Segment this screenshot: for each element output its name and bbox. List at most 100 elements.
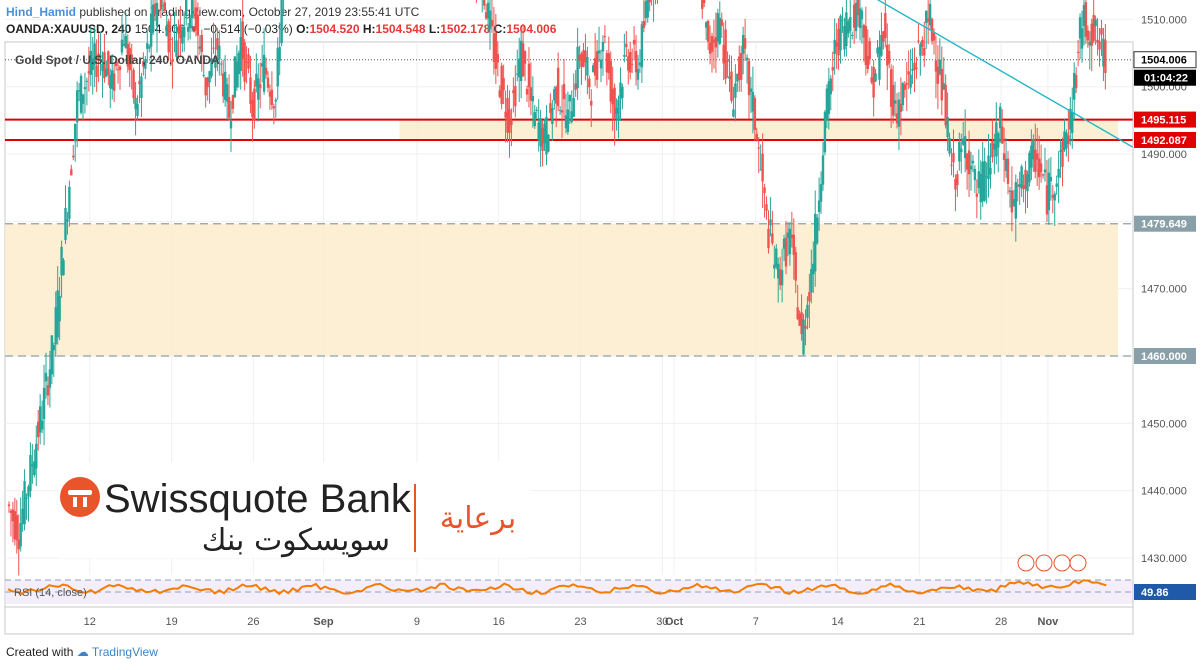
candle-body[interactable] — [1037, 158, 1041, 178]
candle-body[interactable] — [745, 57, 749, 61]
candle-body[interactable] — [757, 147, 760, 149]
candle-body[interactable] — [260, 63, 264, 67]
candle-body[interactable] — [586, 56, 589, 76]
candle-body[interactable] — [930, 18, 934, 42]
candle-body[interactable] — [35, 443, 38, 469]
candle-body[interactable] — [1018, 184, 1021, 188]
candle-body[interactable] — [917, 40, 920, 42]
candle-body[interactable] — [74, 123, 77, 142]
candle-body[interactable] — [83, 87, 87, 90]
candle-body[interactable] — [276, 48, 279, 87]
candle-body[interactable] — [870, 77, 873, 83]
candle-body[interactable] — [856, 0, 860, 16]
candle-body[interactable] — [819, 184, 823, 202]
candle-body[interactable] — [710, 35, 714, 52]
candle-body[interactable] — [913, 62, 916, 70]
candle-body[interactable] — [558, 110, 562, 112]
candle-body[interactable] — [911, 68, 914, 71]
candle-body[interactable] — [504, 111, 507, 118]
candle-body[interactable] — [210, 58, 213, 77]
candle-body[interactable] — [75, 90, 79, 123]
candle-body[interactable] — [44, 372, 48, 382]
candle-body[interactable] — [630, 63, 634, 65]
candle-body[interactable] — [747, 61, 751, 96]
candle-body[interactable] — [498, 90, 501, 97]
candle-body[interactable] — [264, 67, 268, 75]
candle-body[interactable] — [56, 290, 59, 338]
candle-body[interactable] — [716, 13, 720, 42]
candle-body[interactable] — [167, 21, 170, 53]
candle-body[interactable] — [488, 10, 492, 30]
candle-body[interactable] — [615, 108, 618, 114]
candle-body[interactable] — [860, 10, 864, 20]
candle-body[interactable] — [977, 171, 980, 188]
candle-body[interactable] — [761, 153, 764, 182]
candle-body[interactable] — [808, 291, 811, 302]
candle-body[interactable] — [151, 4, 155, 33]
candle-body[interactable] — [66, 219, 69, 222]
candle-body[interactable] — [239, 36, 242, 71]
candle-body[interactable] — [138, 80, 141, 85]
candle-body[interactable] — [973, 168, 977, 181]
candle-body[interactable] — [7, 504, 11, 507]
candle-body[interactable] — [163, 2, 166, 10]
candle-body[interactable] — [68, 186, 71, 219]
candle-body[interactable] — [140, 76, 143, 98]
candle-body[interactable] — [107, 51, 110, 75]
candle-body[interactable] — [993, 143, 996, 150]
candle-body[interactable] — [806, 304, 809, 318]
candle-body[interactable] — [116, 69, 120, 71]
candle-body[interactable] — [981, 161, 984, 202]
candle-body[interactable] — [514, 86, 517, 107]
candle-body[interactable] — [231, 95, 235, 109]
candle-body[interactable] — [817, 200, 821, 212]
candle-body[interactable] — [732, 109, 735, 117]
candle-body[interactable] — [570, 111, 573, 123]
candle-body[interactable] — [730, 71, 733, 101]
candle-body[interactable] — [874, 73, 877, 82]
candle-body[interactable] — [539, 118, 542, 147]
candle-body[interactable] — [1092, 15, 1095, 41]
candle-body[interactable] — [862, 25, 866, 38]
candle-body[interactable] — [893, 100, 897, 104]
candle-body[interactable] — [523, 51, 527, 64]
candle-body[interactable] — [755, 133, 758, 140]
candle-body[interactable] — [173, 27, 176, 29]
candle-body[interactable] — [52, 344, 55, 351]
candle-body[interactable] — [541, 127, 544, 151]
candle-body[interactable] — [962, 138, 965, 145]
candle-body[interactable] — [706, 20, 710, 42]
candle-body[interactable] — [619, 82, 622, 100]
candle-body[interactable] — [833, 39, 836, 55]
candle-body[interactable] — [1051, 195, 1054, 198]
candle-body[interactable] — [925, 11, 928, 24]
candle-body[interactable] — [1028, 152, 1031, 183]
candle-body[interactable] — [701, 0, 704, 9]
candle-body[interactable] — [572, 97, 575, 117]
candle-body[interactable] — [778, 269, 782, 286]
candle-body[interactable] — [519, 40, 523, 82]
candle-body[interactable] — [983, 160, 986, 201]
candle-body[interactable] — [262, 54, 266, 92]
candle-body[interactable] — [989, 167, 992, 175]
candle-body[interactable] — [214, 57, 217, 68]
candle-body[interactable] — [726, 60, 729, 62]
candle-body[interactable] — [490, 20, 494, 27]
candle-body[interactable] — [492, 33, 496, 62]
candle-body[interactable] — [895, 113, 899, 124]
candle-body[interactable] — [771, 233, 774, 244]
candle-body[interactable] — [124, 35, 128, 48]
candle-body[interactable] — [212, 47, 215, 49]
candle-body[interactable] — [995, 122, 998, 157]
candle-body[interactable] — [740, 53, 743, 80]
candle-body[interactable] — [249, 77, 252, 104]
candle-body[interactable] — [1061, 141, 1064, 167]
candle-body[interactable] — [531, 96, 535, 102]
candle-body[interactable] — [251, 100, 254, 118]
candle-body[interactable] — [960, 148, 963, 153]
candle-body[interactable] — [734, 83, 737, 98]
candle-body[interactable] — [841, 19, 844, 21]
candle-body[interactable] — [736, 73, 739, 82]
candle-body[interactable] — [646, 0, 649, 18]
candle-body[interactable] — [111, 70, 114, 89]
